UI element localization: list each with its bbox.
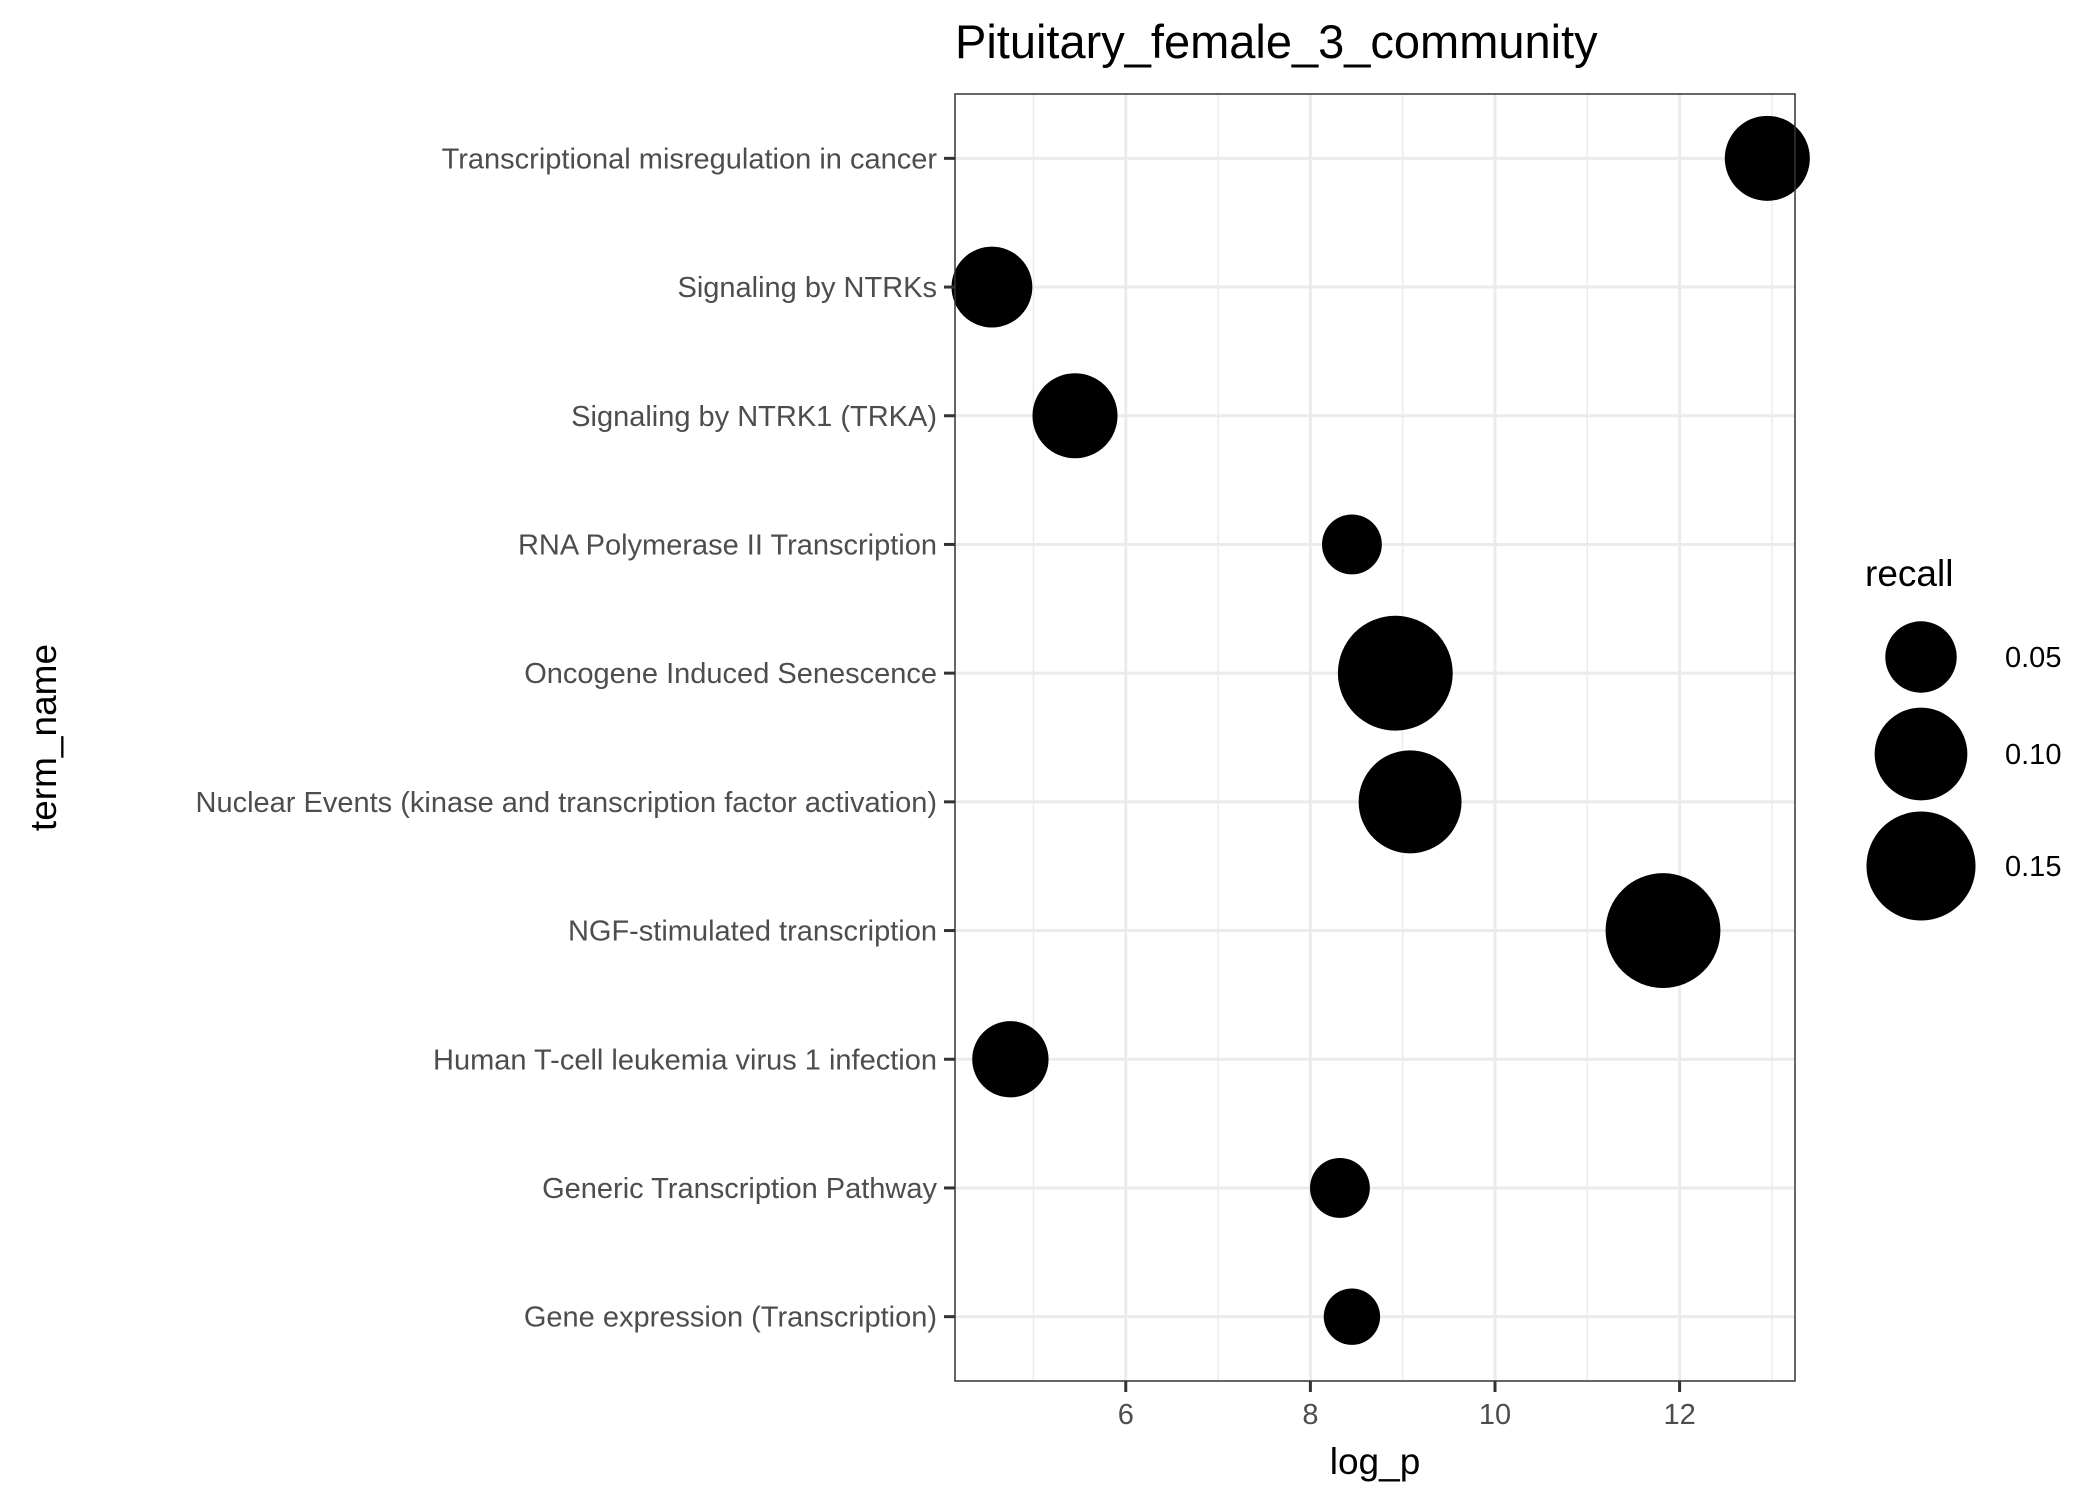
data-point <box>1605 873 1721 988</box>
data-points <box>951 115 1810 1345</box>
y-tick-label: Signaling by NTRK1 (TRKA) <box>571 401 937 433</box>
y-tick-label: Human T-cell leukemia virus 1 infection <box>433 1044 937 1076</box>
plot-panel <box>955 94 1795 1381</box>
y-tick-label: Signaling by NTRKs <box>678 272 938 304</box>
x-axis: 6 8 10 12 <box>1118 1381 1696 1431</box>
x-tick-label: 10 <box>1479 1399 1511 1431</box>
y-tick-label: RNA Polymerase II Transcription <box>518 529 937 561</box>
plot-panel-border <box>954 93 1796 1382</box>
y-axis-title: term_name <box>23 644 64 831</box>
minor-gridlines <box>1032 94 1773 1381</box>
data-point <box>1032 373 1118 459</box>
data-point <box>1337 615 1453 731</box>
data-point <box>972 1021 1049 1098</box>
legend-key <box>1866 811 1976 921</box>
data-point <box>1323 1288 1381 1345</box>
legend-label: 0.10 <box>2005 739 2061 771</box>
y-tick-label: Generic Transcription Pathway <box>542 1173 937 1205</box>
legend-label: 0.05 <box>2005 642 2061 674</box>
legend-key <box>1885 621 1957 693</box>
y-tick-label: NGF-stimulated transcription <box>568 916 937 948</box>
legend-label: 0.15 <box>2005 851 2061 883</box>
x-tick-label: 8 <box>1302 1399 1318 1431</box>
data-point <box>1310 1158 1370 1218</box>
legend-title: recall <box>1865 553 1953 594</box>
chart-title: Pituitary_female_3_community <box>955 15 1598 68</box>
data-point <box>1322 514 1382 575</box>
x-tick-label: 12 <box>1663 1399 1695 1431</box>
y-tick-label: Transcriptional misregulation in cancer <box>442 143 938 175</box>
y-tick-label: Nuclear Events (kinase and transcription… <box>196 787 937 819</box>
y-tick-label: Gene expression (Transcription) <box>524 1302 937 1334</box>
data-point <box>1724 115 1810 201</box>
data-point <box>1358 750 1462 854</box>
y-tick-label: Oncogene Induced Senescence <box>524 658 937 690</box>
legend: recall 0.05 0.10 0.15 <box>1865 553 2061 921</box>
x-tick-label: 6 <box>1118 1399 1134 1431</box>
y-axis: Transcriptional misregulation in cancer S… <box>196 143 955 1334</box>
legend-key <box>1874 707 1968 801</box>
data-point <box>951 246 1033 328</box>
x-axis-title: log_p <box>1330 1441 1421 1482</box>
